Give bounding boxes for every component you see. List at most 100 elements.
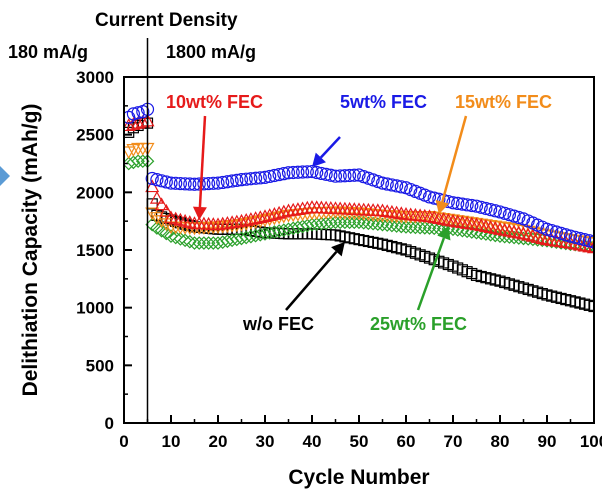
point-5wt-fec xyxy=(451,196,465,211)
annotation-arrowhead-15wt-fec xyxy=(435,199,450,215)
point-25wt-fec xyxy=(403,220,418,235)
point-5wt-fec xyxy=(568,230,582,244)
point-25wt-fec xyxy=(385,218,399,233)
point-5wt-fec xyxy=(347,168,361,182)
point-5wt-fec xyxy=(484,203,498,217)
y-tick-label: 3000 xyxy=(76,68,114,87)
point-25wt-fec xyxy=(338,215,352,230)
point-10wt-fec xyxy=(511,225,526,239)
point-25wt-fec xyxy=(394,219,409,234)
point-25wt-fec xyxy=(587,239,594,254)
y-tick-label: 2000 xyxy=(76,183,114,202)
point-25wt-fec xyxy=(187,236,202,250)
annotation-5wt-fec: 5wt% FEC xyxy=(340,92,427,112)
point-5wt-fec xyxy=(211,176,225,190)
point-5wt-fec xyxy=(338,169,352,183)
current-density-label: Current Density xyxy=(95,10,238,31)
point-10wt-fec xyxy=(422,209,437,223)
point-10wt-fec xyxy=(427,210,442,224)
point-5wt-fec xyxy=(267,168,281,183)
y-tick-label: 500 xyxy=(86,356,114,375)
point-25wt-fec xyxy=(417,221,432,235)
point-25wt-fec xyxy=(342,215,357,230)
y-axis-label: Delithiation Capacity (mAh/g) xyxy=(19,104,42,397)
point-5wt-fec xyxy=(272,167,286,182)
point-5wt-fec xyxy=(164,176,178,190)
point-5wt-fec xyxy=(380,177,394,191)
point-10wt-fec xyxy=(455,215,470,229)
point-5wt-fec xyxy=(324,168,338,182)
point-5wt-fec xyxy=(479,201,493,216)
point-25wt-fec xyxy=(131,154,145,169)
point-10wt-fec xyxy=(572,237,587,251)
point-25wt-fec xyxy=(323,215,338,230)
point-5wt-fec xyxy=(150,173,164,187)
point-25wt-fec xyxy=(399,220,413,234)
point-5wt-fec xyxy=(310,165,324,180)
point-25wt-fec xyxy=(192,236,207,250)
point-5wt-fec xyxy=(131,106,145,120)
point-5wt-fec xyxy=(169,176,183,190)
x-tick-label: 30 xyxy=(256,432,275,451)
x-tick-label: 60 xyxy=(397,432,416,451)
point-5wt-fec xyxy=(178,177,192,191)
x-tick-label: 10 xyxy=(162,432,181,451)
point-10wt-fec xyxy=(131,115,146,129)
point-5wt-fec xyxy=(234,173,249,187)
annotation-arrow-w-o-fec xyxy=(285,250,338,311)
point-10wt-fec xyxy=(262,208,277,221)
point-10wt-fec xyxy=(215,216,230,230)
point-10wt-fec xyxy=(384,204,399,218)
point-25wt-fec xyxy=(413,220,427,235)
point-10wt-fec xyxy=(276,204,291,218)
point-5wt-fec xyxy=(249,171,263,185)
point-10wt-fec xyxy=(431,211,446,224)
y-tick-label: 0 xyxy=(105,414,114,433)
plot-frame xyxy=(123,76,595,424)
point-10wt-fec xyxy=(210,217,226,231)
annotation-w-o-fec: w/o FEC xyxy=(242,314,314,334)
point-25wt-fec xyxy=(173,232,188,246)
point-5wt-fec xyxy=(216,175,230,190)
point-10wt-fec xyxy=(257,209,273,223)
point-10wt-fec xyxy=(225,215,240,229)
point-5wt-fec xyxy=(563,229,578,243)
x-tick-label: 90 xyxy=(538,432,557,451)
point-5wt-fec xyxy=(314,166,328,181)
point-15wt-fec xyxy=(149,212,164,225)
point-10wt-fec xyxy=(243,212,258,225)
point-10wt-fec xyxy=(124,118,136,132)
point-5wt-fec xyxy=(296,165,310,179)
point-5wt-fec xyxy=(286,165,300,180)
point-10wt-fec xyxy=(568,236,583,250)
point-5wt-fec xyxy=(573,231,587,246)
point-10wt-fec xyxy=(380,204,395,218)
point-25wt-fec xyxy=(422,221,437,235)
point-10wt-fec xyxy=(394,206,409,220)
point-25wt-fec xyxy=(178,233,192,248)
point-10wt-fec xyxy=(436,212,451,225)
point-10wt-fec xyxy=(149,190,164,204)
x-tick-label: 0 xyxy=(119,432,128,451)
point-5wt-fec xyxy=(390,179,404,193)
point-15wt-fec xyxy=(145,207,160,221)
point-10wt-fec xyxy=(239,212,254,226)
point-10wt-fec xyxy=(507,224,522,238)
side-arrow-icon xyxy=(0,166,10,186)
point-5wt-fec xyxy=(488,204,502,218)
point-10wt-fec xyxy=(375,203,390,217)
point-10wt-fec xyxy=(234,213,249,227)
point-5wt-fec xyxy=(258,170,272,184)
point-5wt-fec xyxy=(375,176,390,190)
point-5wt-fec xyxy=(206,176,220,190)
point-10wt-fec xyxy=(502,223,517,237)
rate-label-high: 1800 mA/g xyxy=(166,42,256,62)
point-25wt-fec xyxy=(182,234,197,249)
point-5wt-fec xyxy=(587,235,594,249)
point-5wt-fec xyxy=(343,168,357,183)
point-10wt-fec xyxy=(286,202,301,216)
point-25wt-fec xyxy=(347,215,362,230)
point-25wt-fec xyxy=(356,215,371,230)
point-10wt-fec xyxy=(497,222,512,236)
